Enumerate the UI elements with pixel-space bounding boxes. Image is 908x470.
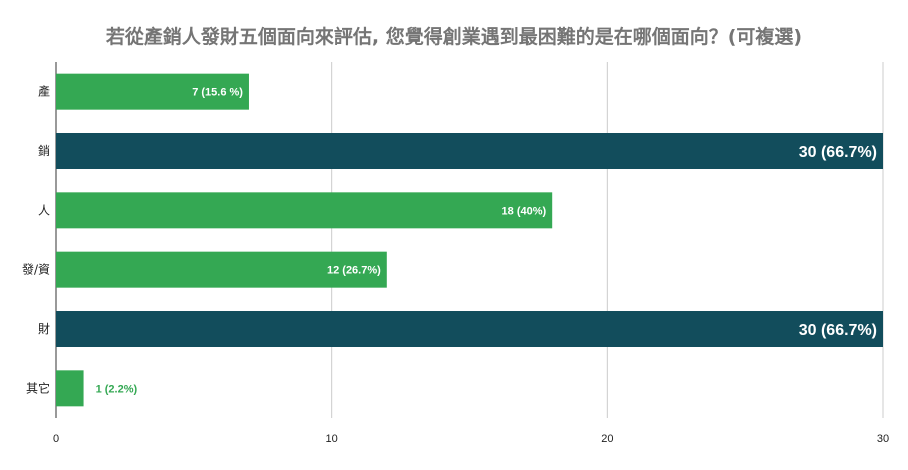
bar-2 bbox=[56, 192, 553, 229]
bar-0 bbox=[56, 73, 249, 110]
x-tick-label-3: 30 bbox=[877, 433, 889, 445]
category-label-4: 財 bbox=[38, 321, 50, 336]
x-tick-label-2: 20 bbox=[601, 433, 613, 445]
data-label-2: 18 (40%) bbox=[502, 205, 547, 217]
category-label-2: 人 bbox=[38, 203, 50, 217]
bar-4 bbox=[56, 311, 883, 347]
data-label-4: 30 (66.7%) bbox=[799, 322, 877, 339]
data-label-1: 30 (66.7%) bbox=[799, 144, 877, 161]
data-label-5: 1 (2.2%) bbox=[96, 383, 138, 395]
chart-title: 若從產銷人發財五個面向來評估, 您覺得創業遇到最困難的是在哪個面向？(可複選) bbox=[105, 26, 803, 48]
bar-3 bbox=[56, 251, 387, 288]
data-label-3: 12 (26.7%) bbox=[327, 265, 381, 277]
category-label-1: 銷 bbox=[38, 143, 50, 158]
category-label-5: 其它 bbox=[26, 380, 50, 395]
category-label-0: 產 bbox=[38, 84, 50, 99]
category-label-3: 發/資 bbox=[22, 262, 50, 277]
x-tick-label-1: 10 bbox=[326, 433, 338, 445]
bar-1 bbox=[56, 133, 883, 169]
data-label-0: 7 (15.6 %) bbox=[192, 87, 243, 99]
bar-5 bbox=[56, 370, 84, 407]
x-tick-label-0: 0 bbox=[53, 433, 59, 445]
